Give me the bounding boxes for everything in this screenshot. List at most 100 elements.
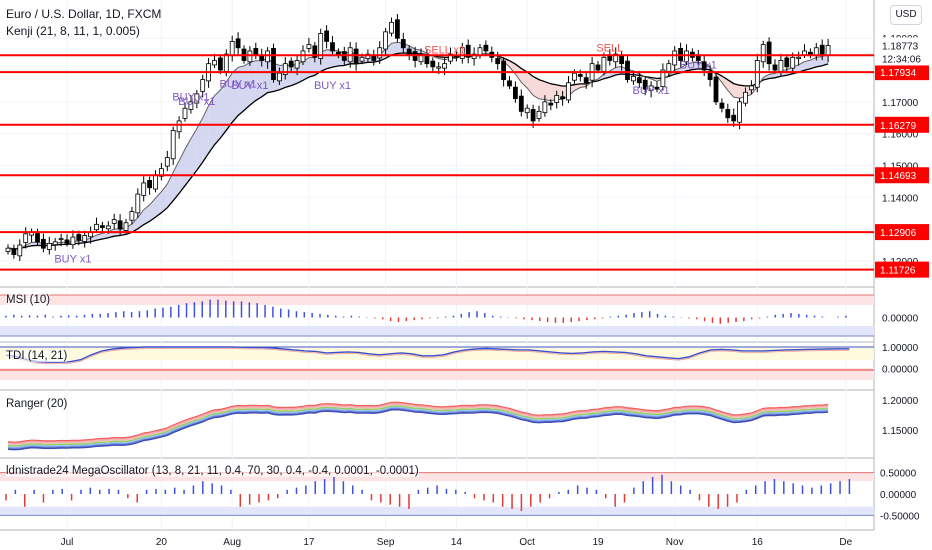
candle-body xyxy=(802,50,807,56)
time-tick-label: 14 xyxy=(451,537,463,548)
ranger-tick-label: 1.15000 xyxy=(882,426,919,437)
cloud-segment xyxy=(232,67,239,123)
candle-body xyxy=(731,114,737,122)
currency-button[interactable]: USD xyxy=(890,5,922,25)
price-tick-label: 1.16000 xyxy=(882,130,919,141)
candle-body xyxy=(766,41,772,65)
cloud-segment xyxy=(326,49,333,69)
ranger-pane[interactable] xyxy=(7,401,829,451)
tdi-pane[interactable] xyxy=(0,346,874,380)
cloud-segment xyxy=(167,172,174,208)
candle-body xyxy=(105,225,111,230)
candle-body xyxy=(117,220,123,230)
signal-label: BUY x1 xyxy=(54,254,91,266)
candle-body xyxy=(400,39,406,49)
candle-body xyxy=(111,219,117,224)
candle-body xyxy=(760,44,766,63)
level-tag xyxy=(875,64,929,81)
cloud-segment xyxy=(515,64,522,83)
cloud-segment xyxy=(161,184,168,213)
cloud-segment xyxy=(727,79,734,98)
candle-body xyxy=(35,233,40,243)
time-tick-label: Oct xyxy=(519,537,535,548)
cloud-segment xyxy=(102,231,109,240)
signal-label: BUY x1 xyxy=(220,79,257,91)
msi-pane[interactable] xyxy=(0,294,874,337)
candle-body xyxy=(164,157,170,167)
level-tag-label: 1.14693 xyxy=(880,171,917,182)
candle-body xyxy=(312,45,318,58)
tdi-band xyxy=(0,348,874,360)
cloud-segment xyxy=(214,89,221,145)
candle-body xyxy=(825,45,831,56)
cloud-segment xyxy=(179,149,185,194)
cloud-segment xyxy=(686,62,693,71)
candle-body xyxy=(324,30,330,42)
candle-body xyxy=(631,75,636,82)
candle-body xyxy=(100,225,105,228)
cloud-segment xyxy=(173,160,180,201)
indicator-legend[interactable]: Kenji (21, 8, 11, 1, 0.005) xyxy=(6,24,140,38)
candle-body xyxy=(430,60,436,68)
cloud-segment xyxy=(137,209,144,229)
candle-body xyxy=(406,48,412,55)
candle-body xyxy=(82,235,88,242)
candle-body xyxy=(684,50,689,63)
candle-body xyxy=(548,102,554,106)
candle-body xyxy=(23,233,29,243)
candle-body xyxy=(17,244,23,257)
time-tick-label: De xyxy=(839,537,852,548)
ranger-band-line xyxy=(7,407,829,450)
candle-body xyxy=(554,95,560,103)
candle-body xyxy=(737,101,742,123)
tdi-tick-label: 0.00000 xyxy=(882,365,919,376)
candle-body xyxy=(501,60,507,80)
candle-body xyxy=(713,76,719,103)
tdi-tick-label: 1.00000 xyxy=(882,343,919,354)
cloud-segment xyxy=(190,128,197,179)
candle-body xyxy=(524,107,530,114)
tdi-title[interactable]: TDI (14, 21) xyxy=(6,350,68,362)
time-tick-label: Jul xyxy=(61,537,74,548)
candle-body xyxy=(217,57,223,71)
candle-body xyxy=(471,53,477,59)
cloud-segment xyxy=(149,198,156,222)
candle-body xyxy=(253,48,259,55)
candle-body xyxy=(235,38,241,49)
candle-body xyxy=(572,72,577,81)
candle-body xyxy=(200,79,206,92)
candle-body xyxy=(619,55,624,65)
candle-body xyxy=(536,110,542,119)
tdi-band-low xyxy=(0,368,874,380)
time-axis[interactable]: Jul 20 Aug 17 Sep 14 Oct 19 Nov 16 De xyxy=(61,537,853,548)
price-axis[interactable]: 1.190001.180001.170001.160001.150001.140… xyxy=(875,34,929,522)
megaoscillator-pane[interactable] xyxy=(0,472,874,516)
candle-body xyxy=(778,60,784,72)
level-tag xyxy=(875,261,929,278)
candle-body xyxy=(365,53,371,59)
ranger-band-line xyxy=(7,402,829,445)
candle-body xyxy=(654,86,660,90)
candle-body xyxy=(513,86,518,100)
last-price-tag xyxy=(875,37,929,66)
tdi-signal-line xyxy=(5,348,850,365)
cloud-segment xyxy=(804,60,811,71)
candle-body xyxy=(613,53,619,63)
megaoscillator-title[interactable]: ldnistrade24 MegaOscillator (13, 8, 21, … xyxy=(6,465,419,477)
price-tick-label: 1.14000 xyxy=(882,193,919,204)
symbol-title[interactable]: Euro / U.S. Dollar, 1D, FXCM xyxy=(6,7,162,21)
candle-body xyxy=(330,42,335,52)
candle-body xyxy=(772,64,778,71)
msi-title[interactable]: MSI (10) xyxy=(6,294,51,306)
ranger-band-line xyxy=(7,408,829,451)
candle-body xyxy=(135,193,141,214)
signal-label: BUY x1 xyxy=(680,59,717,71)
cloud-segment xyxy=(544,81,551,101)
cloud-segment xyxy=(196,117,203,171)
candle-body xyxy=(64,239,70,244)
candle-body xyxy=(212,60,217,66)
ranger-title[interactable]: Ranger (20) xyxy=(6,398,68,410)
candle-body xyxy=(666,63,672,72)
